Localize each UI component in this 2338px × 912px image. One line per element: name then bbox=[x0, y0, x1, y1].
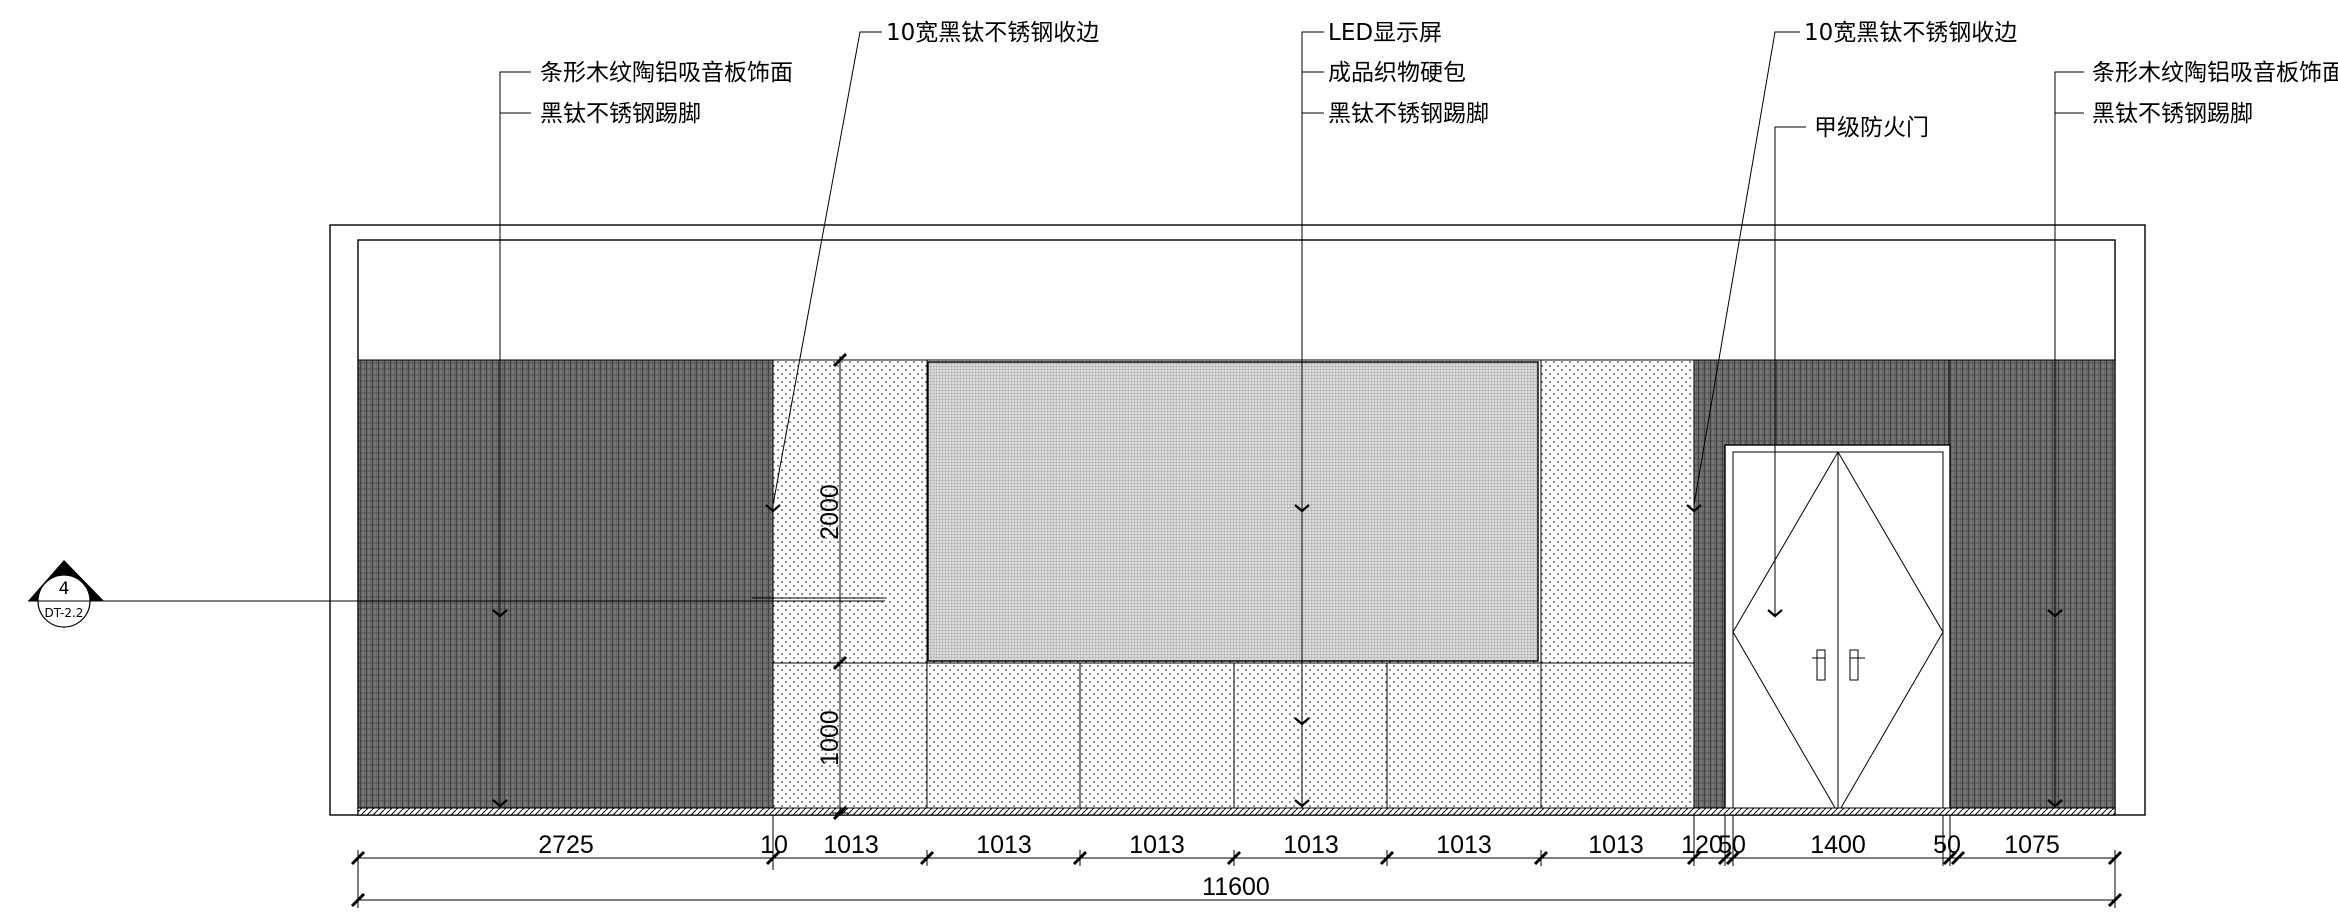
callout-door: 甲级防火门 bbox=[1814, 115, 1929, 141]
callout-trim-right: 10宽黑钛不锈钢收边 bbox=[1804, 20, 2017, 46]
callout-left-skirting: 黑钛不锈钢踢脚 bbox=[540, 101, 701, 127]
dim-1013-b: 1013 bbox=[976, 831, 1032, 859]
dim-120: 120 bbox=[1681, 831, 1723, 859]
wood-panel-left bbox=[357, 359, 774, 809]
dim-overall: 11600 bbox=[1202, 873, 1270, 901]
callout-trim-left: 10宽黑钛不锈钢收边 bbox=[886, 20, 1099, 46]
callout-center-skirting: 黑钛不锈钢踢脚 bbox=[1328, 101, 1489, 127]
leader-lines bbox=[499, 31, 2084, 808]
dim-2725: 2725 bbox=[538, 831, 594, 859]
dim-1013-f: 1013 bbox=[1588, 831, 1644, 859]
dim-1013-a: 1013 bbox=[823, 831, 879, 859]
dim-1013-d: 1013 bbox=[1283, 831, 1339, 859]
horizontal-dimension: 2725 10 1013 1013 1013 1013 1013 1013 12… bbox=[350, 815, 2123, 908]
callout-fabric: 成品织物硬包 bbox=[1328, 60, 1466, 86]
door-handle-left-icon bbox=[1812, 649, 1826, 681]
dim-50-left: 50 bbox=[1718, 831, 1746, 859]
dim-height-upper: 2000 bbox=[816, 484, 844, 540]
section-sheet: DT-2.2 bbox=[45, 606, 84, 620]
callout-led: LED显示屏 bbox=[1328, 20, 1442, 46]
skirting-hatch bbox=[357, 807, 2116, 816]
vertical-dimension: 2000 1000 bbox=[816, 352, 848, 821]
led-screen bbox=[927, 361, 1539, 662]
callout-right-panel: 条形木纹陶铝吸音板饰面 bbox=[2092, 60, 2338, 86]
dim-height-lower: 1000 bbox=[816, 710, 844, 766]
callout-right-skirting: 黑钛不锈钢踢脚 bbox=[2092, 101, 2253, 127]
dim-10: 10 bbox=[760, 831, 788, 859]
section-number: 4 bbox=[59, 579, 70, 599]
section-marker: 4 DT-2.2 bbox=[28, 560, 885, 628]
dim-1013-c: 1013 bbox=[1129, 831, 1185, 859]
dim-1075: 1075 bbox=[2004, 831, 2060, 859]
dim-50-right: 50 bbox=[1933, 831, 1961, 859]
dim-1013-e: 1013 bbox=[1436, 831, 1492, 859]
callout-left-panel: 条形木纹陶铝吸音板饰面 bbox=[540, 60, 793, 86]
leader-ticks bbox=[492, 504, 2063, 808]
dim-1400: 1400 bbox=[1810, 831, 1866, 859]
door-handle-right-icon bbox=[1849, 649, 1865, 681]
